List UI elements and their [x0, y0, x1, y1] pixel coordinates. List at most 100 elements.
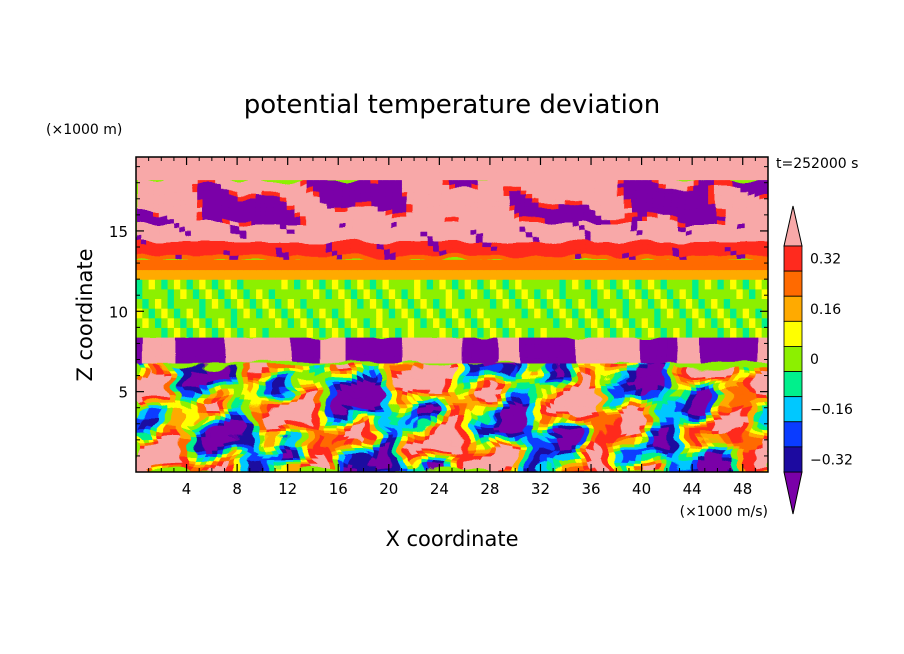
field-cell [287, 214, 295, 220]
field-cell [136, 201, 143, 207]
field-cell [407, 421, 415, 426]
field-cell [388, 448, 396, 454]
field-cell [711, 425, 719, 430]
field-cell [376, 246, 384, 252]
field-cell [211, 179, 219, 185]
field-cell [603, 382, 611, 387]
field-cell [553, 192, 561, 198]
field-cell [369, 401, 377, 407]
field-cell [641, 236, 649, 242]
field-cell [281, 356, 289, 364]
field-cell [205, 468, 213, 472]
field-cell [755, 468, 763, 472]
field-cell [192, 196, 200, 202]
field-cell [704, 370, 712, 376]
field-cell [199, 205, 207, 211]
field-cell [742, 366, 750, 372]
field-cell [565, 397, 573, 403]
field-cell [439, 401, 447, 407]
field-cell [692, 393, 700, 399]
field-cell [622, 436, 630, 442]
field-cell [376, 413, 384, 418]
field-cell [628, 246, 636, 252]
field-cell [515, 205, 523, 211]
field-cell [711, 417, 719, 422]
field-cell [496, 393, 504, 399]
field-cell [515, 413, 523, 418]
field-cell [616, 464, 624, 469]
field-cell [464, 413, 472, 418]
field-cell [591, 460, 598, 465]
field-cell [736, 417, 744, 422]
field-cell [218, 444, 226, 450]
field-cell [369, 255, 377, 261]
field-cell [192, 222, 200, 229]
field-cell [628, 366, 636, 372]
field-cell [736, 452, 744, 457]
field-cell [294, 250, 301, 256]
field-cell [148, 222, 156, 229]
field-cell [692, 356, 700, 364]
field-cell [755, 183, 763, 189]
field-cell [357, 232, 365, 238]
field-cell [464, 370, 472, 376]
field-cell [319, 255, 327, 261]
field-cell [319, 382, 327, 387]
field-cell [388, 232, 396, 238]
field-cell [515, 468, 523, 472]
field-cell [679, 386, 687, 391]
field-cell [597, 374, 605, 379]
field-cell [610, 429, 617, 434]
field-cell [635, 183, 643, 189]
field-cell [161, 417, 169, 422]
field-cell [654, 409, 662, 415]
field-cell [527, 405, 535, 411]
field-cell [357, 436, 365, 442]
field-cell [268, 179, 276, 185]
field-cell [224, 417, 232, 422]
field-cell [641, 179, 649, 185]
field-cell [749, 393, 756, 399]
field-cell [565, 179, 573, 185]
field-cell [755, 378, 763, 383]
field-cell [717, 393, 725, 399]
field-cell [218, 468, 226, 472]
field-cell [319, 250, 327, 256]
field-cell [553, 448, 561, 454]
field-cell [616, 382, 624, 387]
field-cell [477, 440, 485, 446]
field-cell [597, 452, 605, 457]
field-cell [477, 349, 485, 357]
field-cell [698, 413, 706, 418]
field-cell [673, 222, 681, 229]
field-cell [161, 188, 169, 194]
field-cell [312, 337, 320, 345]
field-cell [338, 227, 346, 233]
field-cell [148, 401, 156, 407]
field-cell [306, 214, 314, 220]
field-cell [237, 209, 245, 215]
field-cell [376, 232, 384, 238]
field-cell [673, 432, 681, 438]
field-cell [679, 205, 687, 211]
field-cell [673, 390, 681, 395]
field-cell [161, 246, 169, 252]
field-cell [477, 356, 485, 364]
field-cell [673, 444, 681, 450]
field-cell [502, 390, 510, 395]
field-cell [338, 413, 346, 418]
field-cell [395, 393, 403, 399]
field-cell [357, 429, 365, 434]
field-cell [565, 209, 573, 215]
field-cell [673, 393, 681, 399]
field-cell [300, 464, 308, 469]
field-cell [489, 374, 497, 379]
field-cell [584, 362, 592, 368]
field-cell [647, 374, 655, 379]
field-cell [628, 227, 636, 233]
field-cell [458, 417, 466, 422]
field-cell [369, 241, 377, 247]
field-cell [761, 362, 768, 368]
field-cell [502, 246, 510, 252]
field-cell [205, 366, 213, 372]
